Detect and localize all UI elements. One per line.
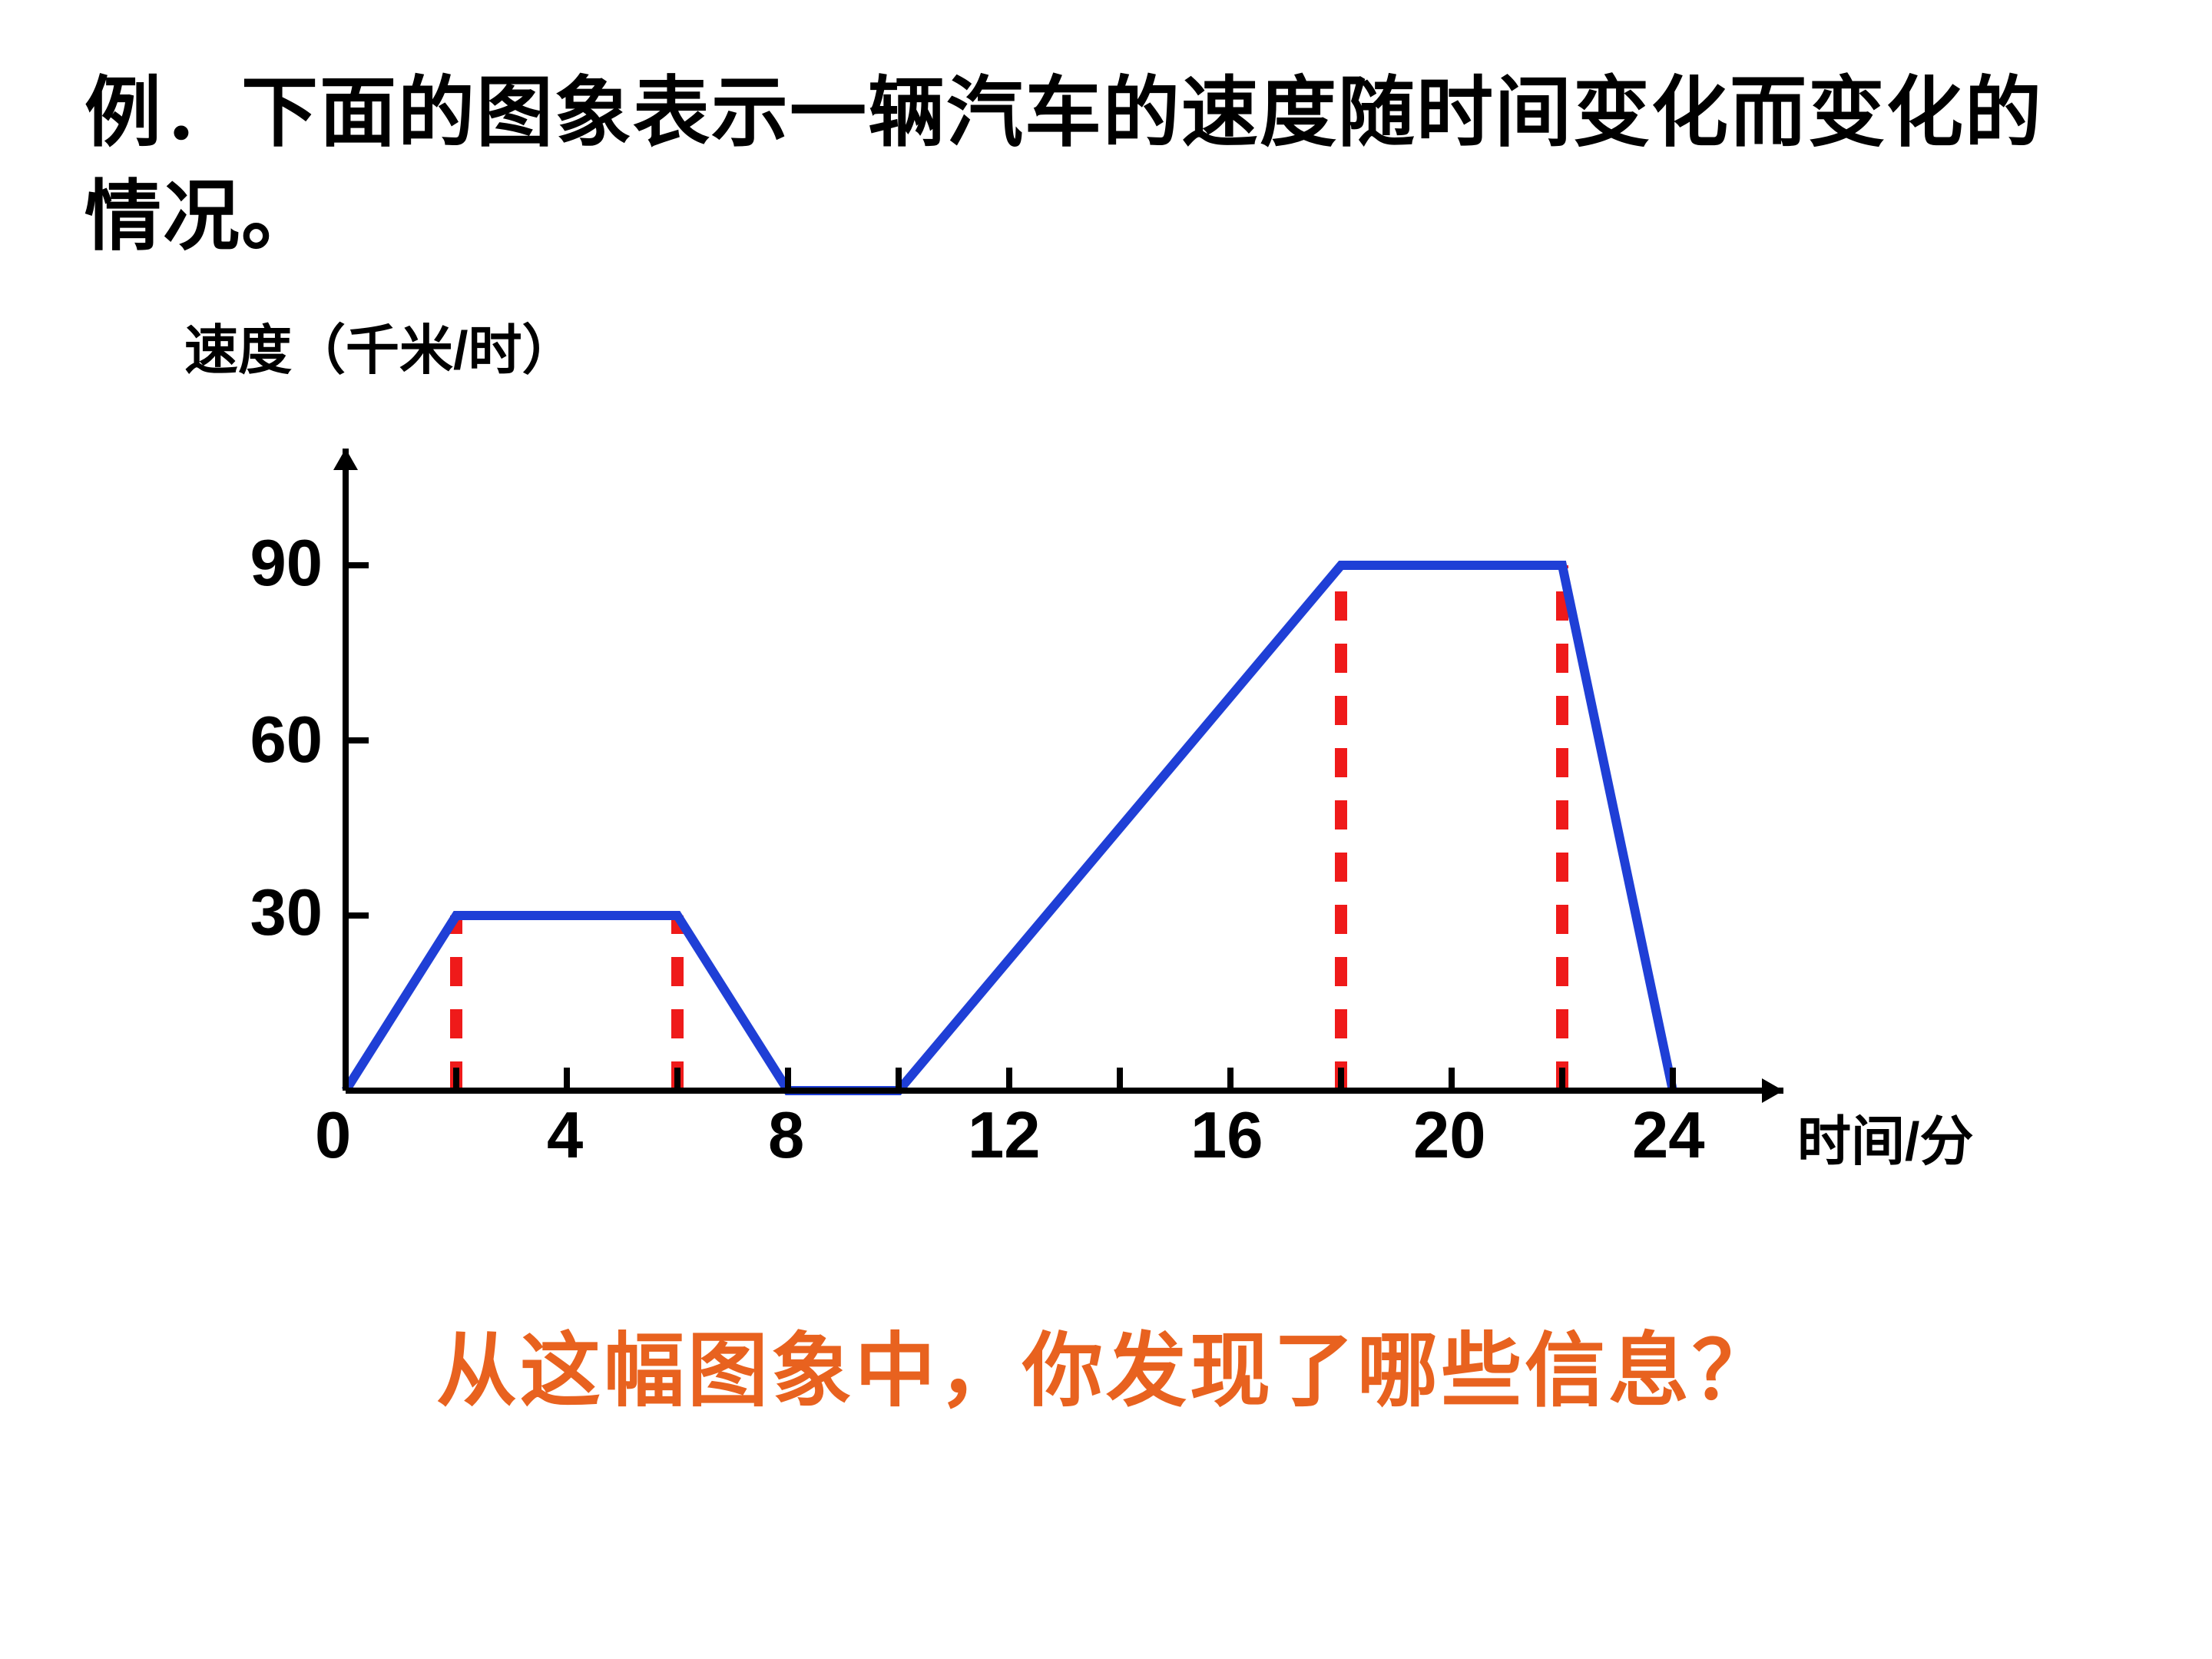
origin-label: 0 <box>315 1098 351 1174</box>
ytick-60: 60 <box>250 703 323 778</box>
xtick-8: 8 <box>768 1098 804 1174</box>
xtick-20: 20 <box>1413 1098 1486 1174</box>
ytick-90: 90 <box>250 526 323 601</box>
xtick-12: 12 <box>968 1098 1041 1174</box>
xtick-16: 16 <box>1190 1098 1263 1174</box>
page: 例．下面的图象表示一辆汽车的速度随时间变化而变化的情况。 速度（千米/时） 时间… <box>0 0 2212 1659</box>
y-axis-arrow <box>333 449 358 470</box>
y-axis-label: 速度（千米/时） <box>184 307 575 385</box>
question-text: 从这幅图象中，你发现了哪些信息？ <box>0 1306 2212 1422</box>
chart-container: 速度（千米/时） 时间/分 0 30 60 90 4 8 12 16 20 24 <box>115 323 2097 1244</box>
x-axis-arrow <box>1762 1078 1783 1103</box>
problem-title: 例．下面的图象表示一辆汽车的速度随时间变化而变化的情况。 <box>84 61 2089 269</box>
ytick-30: 30 <box>250 876 323 951</box>
xtick-24: 24 <box>1632 1098 1705 1174</box>
xtick-4: 4 <box>547 1098 583 1174</box>
x-axis-label: 时间/分 <box>1797 1098 1973 1176</box>
speed-series <box>346 565 1673 1091</box>
question-text-span: 从这幅图象中，你发现了哪些信息？ <box>436 1326 1776 1416</box>
